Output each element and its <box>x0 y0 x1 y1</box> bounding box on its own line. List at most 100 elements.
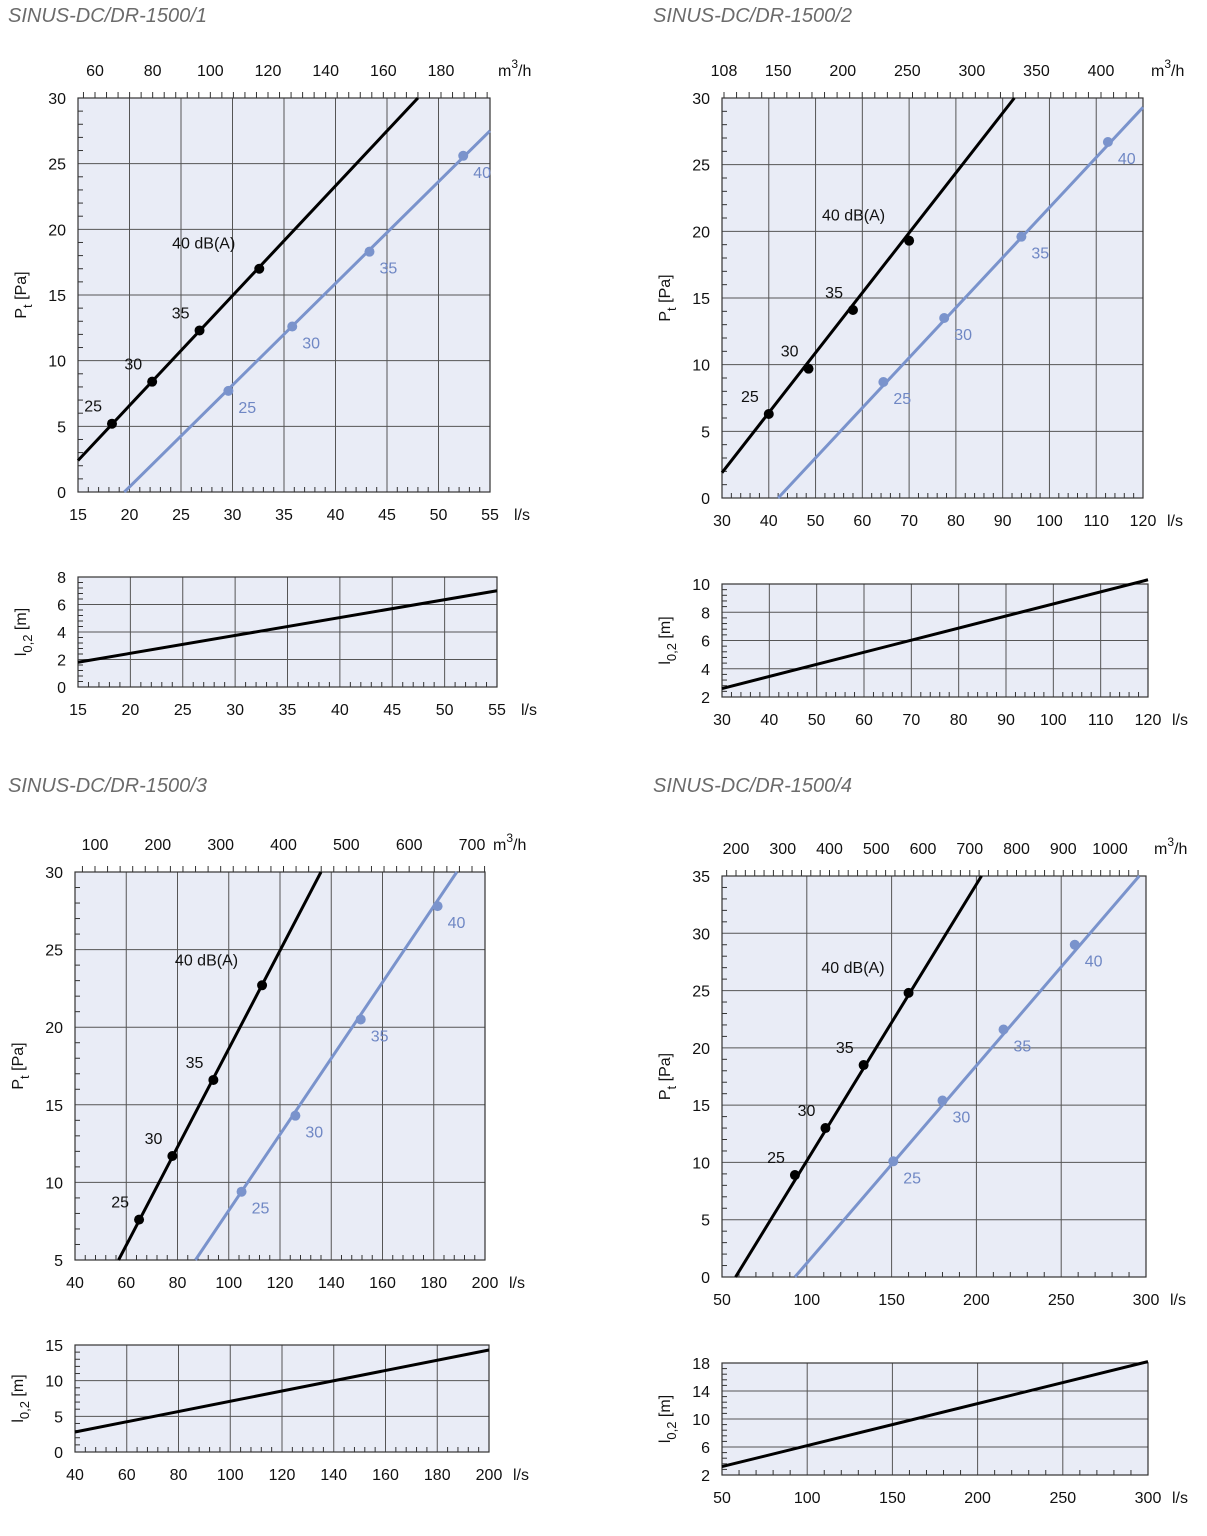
y-tick-label: 10 <box>692 1155 710 1172</box>
data-point <box>937 1095 948 1106</box>
series-line-blue <box>123 129 492 494</box>
plot-frame <box>721 97 1144 499</box>
chart-title: SINUS-DC/DR-1500/2 <box>653 5 852 27</box>
x-tick-label: 50 <box>713 1490 731 1507</box>
data-point <box>820 1123 831 1134</box>
top-tick-label: 100 <box>82 837 109 854</box>
data-point-label: 30 <box>124 357 142 374</box>
data-point-label: 25 <box>893 391 911 408</box>
y-tick-label: 6 <box>57 598 66 615</box>
data-point-label: 35 <box>1031 246 1049 263</box>
series-line-black <box>734 875 983 1278</box>
plot-frame <box>74 1344 490 1453</box>
top-tick-label: 400 <box>816 841 843 858</box>
y-tick-label: 20 <box>45 1020 63 1037</box>
data-point <box>147 376 158 387</box>
x-tick-label: 60 <box>118 1467 136 1484</box>
data-point-label: 40 <box>1118 151 1136 168</box>
data-point-label: 25 <box>741 389 759 406</box>
x-tick-label: 80 <box>947 513 965 530</box>
data-point-label: 35 <box>371 1028 389 1045</box>
x-tick-label: 140 <box>320 1467 347 1484</box>
x-tick-label: 30 <box>713 712 731 729</box>
x-tick-label: 100 <box>1040 712 1067 729</box>
x-tick-label: 40 <box>760 513 778 530</box>
data-point-label: 30 <box>781 344 799 361</box>
y-tick-label: 15 <box>48 288 66 305</box>
data-point <box>858 1060 869 1071</box>
y-tick-label: 30 <box>48 91 66 108</box>
throw-panel: 15 20 25 30 35 40 45 50 55 0 2 4 6 8 l/s l0,2 [m] <box>13 570 537 719</box>
data-point-label: 25 <box>903 1170 921 1187</box>
data-point-label: 40 <box>473 165 491 182</box>
y-tick-label: 35 <box>692 869 710 886</box>
top-axis-label: m3/h <box>1154 835 1187 858</box>
top-tick-label: 80 <box>144 63 162 80</box>
top-tick-label: 200 <box>829 63 856 80</box>
top-tick-label: 600 <box>910 841 937 858</box>
x-tick-label: 70 <box>900 513 918 530</box>
data-point <box>194 325 205 336</box>
throw-panel: 40 60 80 100 120 140 160 180 200 0 5 10 15 l/s l0,2 [m… <box>10 1338 529 1484</box>
plot-area <box>722 876 1146 1277</box>
data-point <box>134 1214 145 1225</box>
data-point-label: 25 <box>238 400 256 417</box>
x-tick-label: 100 <box>1036 513 1063 530</box>
x-tick-label: 100 <box>794 1490 821 1507</box>
top-tick-label: 160 <box>370 63 397 80</box>
data-point <box>257 980 268 991</box>
data-point <box>888 1156 899 1167</box>
data-point-label: 30 <box>305 1125 323 1142</box>
x-tick-label: 25 <box>172 507 190 524</box>
x-tick-label: 250 <box>1049 1490 1076 1507</box>
top-axis-label: m3/h <box>1151 57 1184 80</box>
series-line-blue <box>777 106 1145 500</box>
series-line-black <box>117 871 323 1261</box>
data-point-label: 35 <box>836 1040 854 1057</box>
series-line-black <box>76 96 419 462</box>
x-tick-label: 40 <box>66 1275 84 1292</box>
data-point <box>1016 231 1027 242</box>
top-tick-label: 500 <box>863 841 890 858</box>
data-point-label: 35 <box>172 305 190 322</box>
top-tick-label: 140 <box>312 63 339 80</box>
y-tick-label: 30 <box>45 865 63 882</box>
plot-frame <box>74 871 486 1261</box>
x-tick-label: 50 <box>436 702 454 719</box>
y-tick-label: 4 <box>57 625 66 642</box>
y-tick-label: 15 <box>692 291 710 308</box>
y-tick-label: 5 <box>701 1213 710 1230</box>
data-point <box>287 321 298 332</box>
x-tick-label: 30 <box>713 513 731 530</box>
x-tick-label: 100 <box>215 1275 242 1292</box>
plot-frame <box>721 875 1147 1278</box>
x-axis-label: l/s <box>509 1275 525 1292</box>
x-tick-label: 40 <box>760 712 778 729</box>
top-tick-label: 180 <box>428 63 455 80</box>
data-point-label: 40 dB(A) <box>172 236 235 253</box>
data-point <box>998 1024 1009 1035</box>
x-tick-label: 50 <box>713 1292 731 1309</box>
y-tick-label: 6 <box>701 1440 710 1457</box>
data-point-label: 40 dB(A) <box>175 952 238 969</box>
x-tick-label: 200 <box>964 1490 991 1507</box>
y-axis-label: Pt [Pa] <box>657 274 679 321</box>
x-tick-label: 150 <box>879 1490 906 1507</box>
data-point-label: 35 <box>825 285 843 302</box>
x-tick-label: 55 <box>488 702 506 719</box>
x-tick-label: 300 <box>1133 1292 1160 1309</box>
x-tick-label: 120 <box>267 1275 294 1292</box>
throw-line <box>74 1348 490 1434</box>
data-point-label: 30 <box>952 1110 970 1127</box>
top-tick-label: 700 <box>459 837 486 854</box>
x-tick-label: 120 <box>269 1467 296 1484</box>
y-tick-label: 2 <box>701 1468 710 1485</box>
top-axis-label: m3/h <box>498 57 531 80</box>
throw-panel: 50 100 150 200 250 300 2 6 10 14 18 l/s l0,2 [m] <box>657 1356 1188 1507</box>
data-point <box>458 150 469 161</box>
top-tick-label: 150 <box>765 63 792 80</box>
x-axis-label: l/s <box>1170 1292 1186 1309</box>
pressure-panel: 40 60 80 100 120 140 160 180 200 5 10 15 20 25 30 l/s Pt… <box>10 831 526 1292</box>
x-axis-label: l/s <box>1172 1490 1188 1507</box>
